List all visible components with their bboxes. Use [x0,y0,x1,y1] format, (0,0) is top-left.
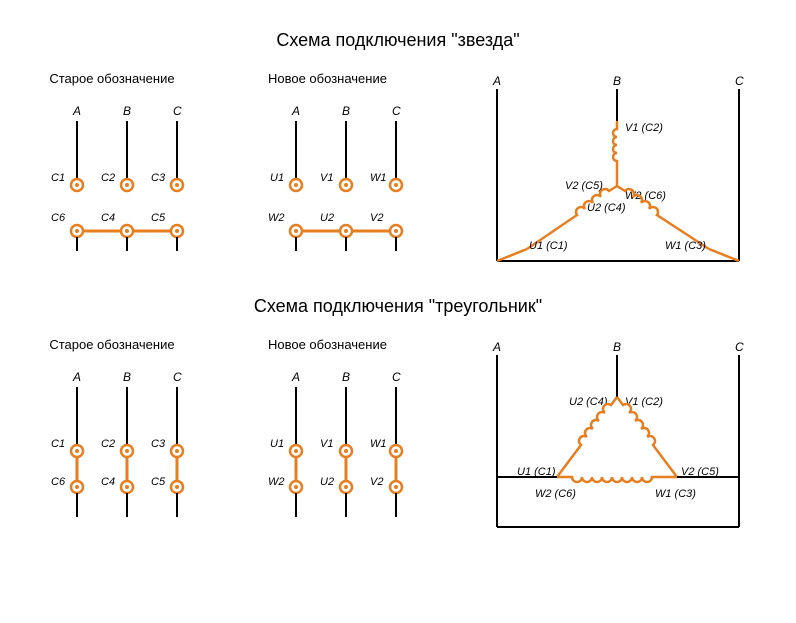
coil-label: U2 (C4) [569,396,608,408]
phase-label: C [735,340,744,354]
phase-label: B [613,340,621,354]
term-label: C4 [101,212,115,224]
star-row: Старое обозначение A B C C1 C2 C3 C6 C4 [20,71,776,281]
term-label: C5 [151,212,166,224]
term-label: W2 [268,476,285,488]
term-label: U1 [270,438,284,450]
coil-label: W1 (C3) [655,488,696,500]
coil-label: V1 (C2) [625,122,663,134]
coil-label: U2 (C4) [587,202,626,214]
term-label: V1 [320,172,333,184]
phase-label: A [72,104,81,118]
term-label: U2 [320,212,334,224]
term-label: C2 [101,172,115,184]
delta-new-panel: Новое обозначение A B C U1 V1 W1 W2 U2 V… [268,337,428,537]
phase-label: C [392,370,401,384]
term-label: C4 [101,476,115,488]
phase-label: A [72,370,81,384]
star-new-subtitle: Новое обозначение [268,71,428,86]
phase-label: C [735,74,744,88]
term-label: C3 [151,438,166,450]
phase-label: C [173,370,182,384]
coil-label: W2 (C6) [535,488,576,500]
delta-old-subtitle: Старое обозначение [49,337,209,352]
star-old-subtitle: Старое обозначение [49,71,209,86]
term-label: C6 [51,476,66,488]
term-label: U2 [320,476,334,488]
phase-label: B [123,104,131,118]
delta-row: Старое обозначение A B C C1 C2 C3 C6 C4 … [20,337,776,547]
delta-title: Схема подключения "треугольник" [20,296,776,317]
phase-label: A [492,340,501,354]
term-label: W2 [268,212,285,224]
term-label: C6 [51,212,66,224]
phase-label: B [613,74,621,88]
term-label: V2 [370,212,383,224]
coil-label: W1 (C3) [665,240,706,252]
phase-label: B [123,370,131,384]
phase-label: A [291,104,300,118]
star-circuit-panel: A B C V1 (C2) V2 (C5) W2 (C6) U2 (C4) U1… [487,71,747,281]
star-new-panel: Новое обозначение A B C U1 V1 W1 W2 U2 V… [268,71,428,271]
star-old-panel: Старое обозначение A B C C1 C2 C3 C6 C4 [49,71,209,271]
phase-label: A [492,74,501,88]
delta-circuit-diagram: A B C U2 (C4) V1 (C2) U1 (C1) V2 (C5) W2… [487,337,747,547]
coil-label: U1 (C1) [529,240,568,252]
term-label: C3 [151,172,166,184]
phase-label: B [342,370,350,384]
delta-new-diagram: A B C U1 V1 W1 W2 U2 V2 [268,367,428,537]
phase-label: C [173,104,182,118]
phase-label: B [342,104,350,118]
delta-old-panel: Старое обозначение A B C C1 C2 C3 C6 C4 … [49,337,209,537]
delta-circuit-panel: A B C U2 (C4) V1 (C2) U1 (C1) V2 (C5) W2… [487,337,747,547]
phase-label: C [392,104,401,118]
star-circuit-diagram: A B C V1 (C2) V2 (C5) W2 (C6) U2 (C4) U1… [487,71,747,281]
term-label: C1 [51,438,65,450]
delta-new-subtitle: Новое обозначение [268,337,428,352]
star-old-diagram: A B C C1 C2 C3 C6 C4 C5 [49,101,209,271]
term-label: U1 [270,172,284,184]
coil-label: V2 (C5) [565,180,603,192]
star-title: Схема подключения "звезда" [20,30,776,51]
term-label: V2 [370,476,383,488]
term-label: W1 [370,172,387,184]
star-new-diagram: A B C U1 V1 W1 W2 U2 V2 [268,101,428,271]
term-label: C1 [51,172,65,184]
phase-label: A [291,370,300,384]
delta-old-diagram: A B C C1 C2 C3 C6 C4 C5 [49,367,209,537]
term-label: W1 [370,438,387,450]
term-label: C2 [101,438,115,450]
term-label: V1 [320,438,333,450]
term-label: C5 [151,476,166,488]
